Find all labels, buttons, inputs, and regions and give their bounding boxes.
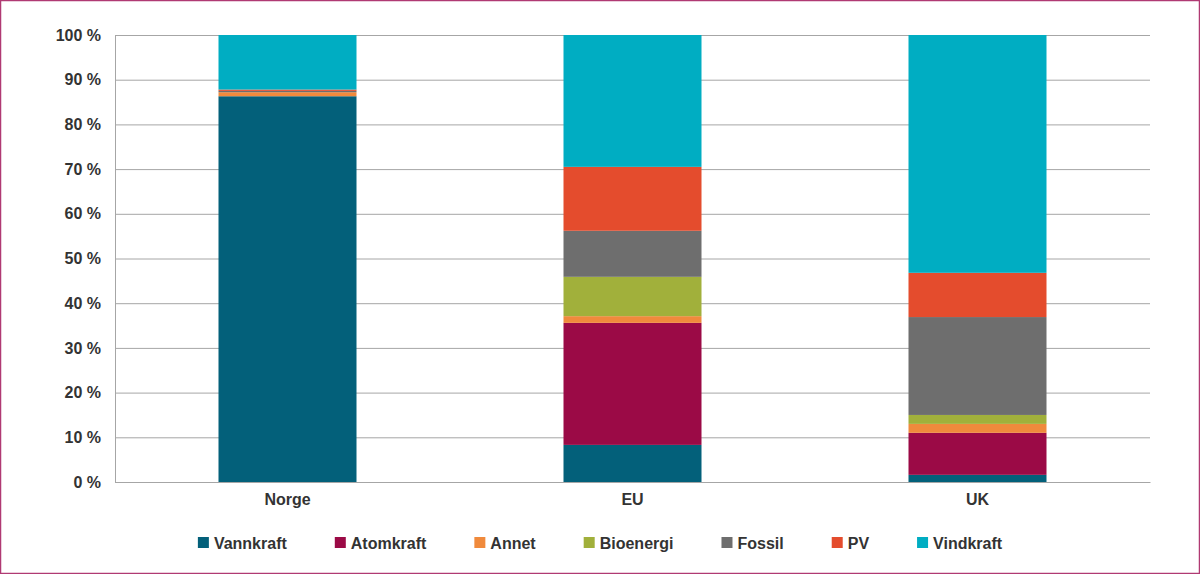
bar-segment [219, 35, 357, 90]
bar-segment [909, 317, 1047, 415]
x-tick-label: UK [966, 491, 990, 508]
y-tick: 20 % [65, 384, 115, 401]
y-tick: 70 % [65, 161, 115, 178]
legend-item: Bioenergi [584, 535, 674, 552]
bar-segment [564, 277, 702, 316]
grid-line [115, 482, 1150, 483]
y-tick-label: 100 % [56, 27, 101, 44]
bar-segment [219, 90, 357, 91]
grid-tick [115, 482, 1150, 483]
x-tick: UK [966, 482, 990, 508]
y-tick-label: 80 % [65, 116, 101, 133]
plot: 0 % 10 % 20 % 30 % 40 % 50 % 60 % 70 % 80 % 90 % 1… [56, 27, 1151, 509]
y-tick-label: 60 % [65, 205, 101, 222]
legend-item: Vannkraft [198, 535, 288, 552]
legend-swatch [474, 537, 485, 548]
bars [219, 35, 1047, 482]
y-tick-label: 40 % [65, 295, 101, 312]
legend-swatch [721, 537, 732, 548]
legend-label: Fossil [737, 535, 783, 552]
chart-container: 0 % 10 % 20 % 30 % 40 % 50 % 60 % 70 % 80 % 90 % 1… [0, 0, 1200, 574]
bar-segment [219, 96, 357, 482]
legend-item: PV [832, 535, 870, 552]
bar-segment [564, 231, 702, 277]
chart-svg: 0 % 10 % 20 % 30 % 40 % 50 % 60 % 70 % 80 % 90 % 1… [0, 0, 1200, 574]
y-tick: 100 % [56, 27, 115, 44]
y-tick: 90 % [65, 71, 115, 88]
bar-segment [564, 167, 702, 231]
legend-label: Vannkraft [214, 535, 288, 552]
frame [1, 1, 1200, 574]
y-tick: 80 % [65, 116, 115, 133]
bar-segment [564, 35, 702, 167]
legend-item: Annet [474, 535, 536, 552]
y-tick: 0 % [73, 474, 115, 491]
bar-segment [909, 415, 1047, 424]
x-tick: EU [621, 482, 643, 508]
bar-segment [219, 92, 357, 96]
x-axis-line [116, 482, 1151, 483]
bar-segment [219, 91, 357, 92]
legend-item: Fossil [721, 535, 783, 552]
bar-segment [909, 433, 1047, 475]
legend-swatch [335, 537, 346, 548]
legend-item: Vindkraft [917, 535, 1003, 552]
bar-segment [909, 424, 1047, 433]
y-axis-line [115, 36, 116, 483]
y-tick-label: 20 % [65, 384, 101, 401]
y-tick: 50 % [65, 250, 115, 267]
y-tick-label: 0 % [73, 474, 101, 491]
legend-swatch [832, 537, 843, 548]
legend-swatch [198, 537, 209, 548]
y-tick-label: 90 % [65, 71, 101, 88]
y-tick: 60 % [65, 205, 115, 222]
y-tick-label: 10 % [65, 429, 101, 446]
legend-swatch [584, 537, 595, 548]
y-axis: 0 % 10 % 20 % 30 % 40 % 50 % 60 % 70 % 80 % 90 % 1… [56, 27, 116, 491]
legend-label: PV [848, 535, 870, 552]
x-tick: Norge [264, 482, 310, 508]
y-tick-label: 50 % [65, 250, 101, 267]
legend-swatch [917, 537, 928, 548]
bar-segment [564, 316, 702, 323]
bar-segment [219, 92, 357, 93]
legend-label: Vindkraft [933, 535, 1003, 552]
bar-segment [564, 323, 702, 445]
y-tick: 30 % [65, 340, 115, 357]
grid [115, 36, 1150, 483]
bar-segment [909, 475, 1047, 482]
y-tick: 40 % [65, 295, 115, 312]
bar-segment [909, 273, 1047, 317]
y-tick-label: 30 % [65, 340, 101, 357]
legend: Vannkraft Atomkraft Annet Bioenergi Fossil PV… [198, 535, 1003, 552]
y-tick-label: 70 % [65, 161, 101, 178]
legend-label: Bioenergi [600, 535, 674, 552]
x-axis: Norge EU UK [116, 482, 1151, 508]
x-tick-label: EU [621, 491, 643, 508]
series [219, 35, 1047, 273]
legend-item: Atomkraft [335, 535, 427, 552]
bar-segment [564, 445, 702, 482]
legend-label: Atomkraft [351, 535, 427, 552]
legend-label: Annet [490, 535, 536, 552]
bar-segment [909, 35, 1047, 273]
x-tick-label: Norge [264, 491, 310, 508]
y-tick: 10 % [65, 429, 115, 446]
